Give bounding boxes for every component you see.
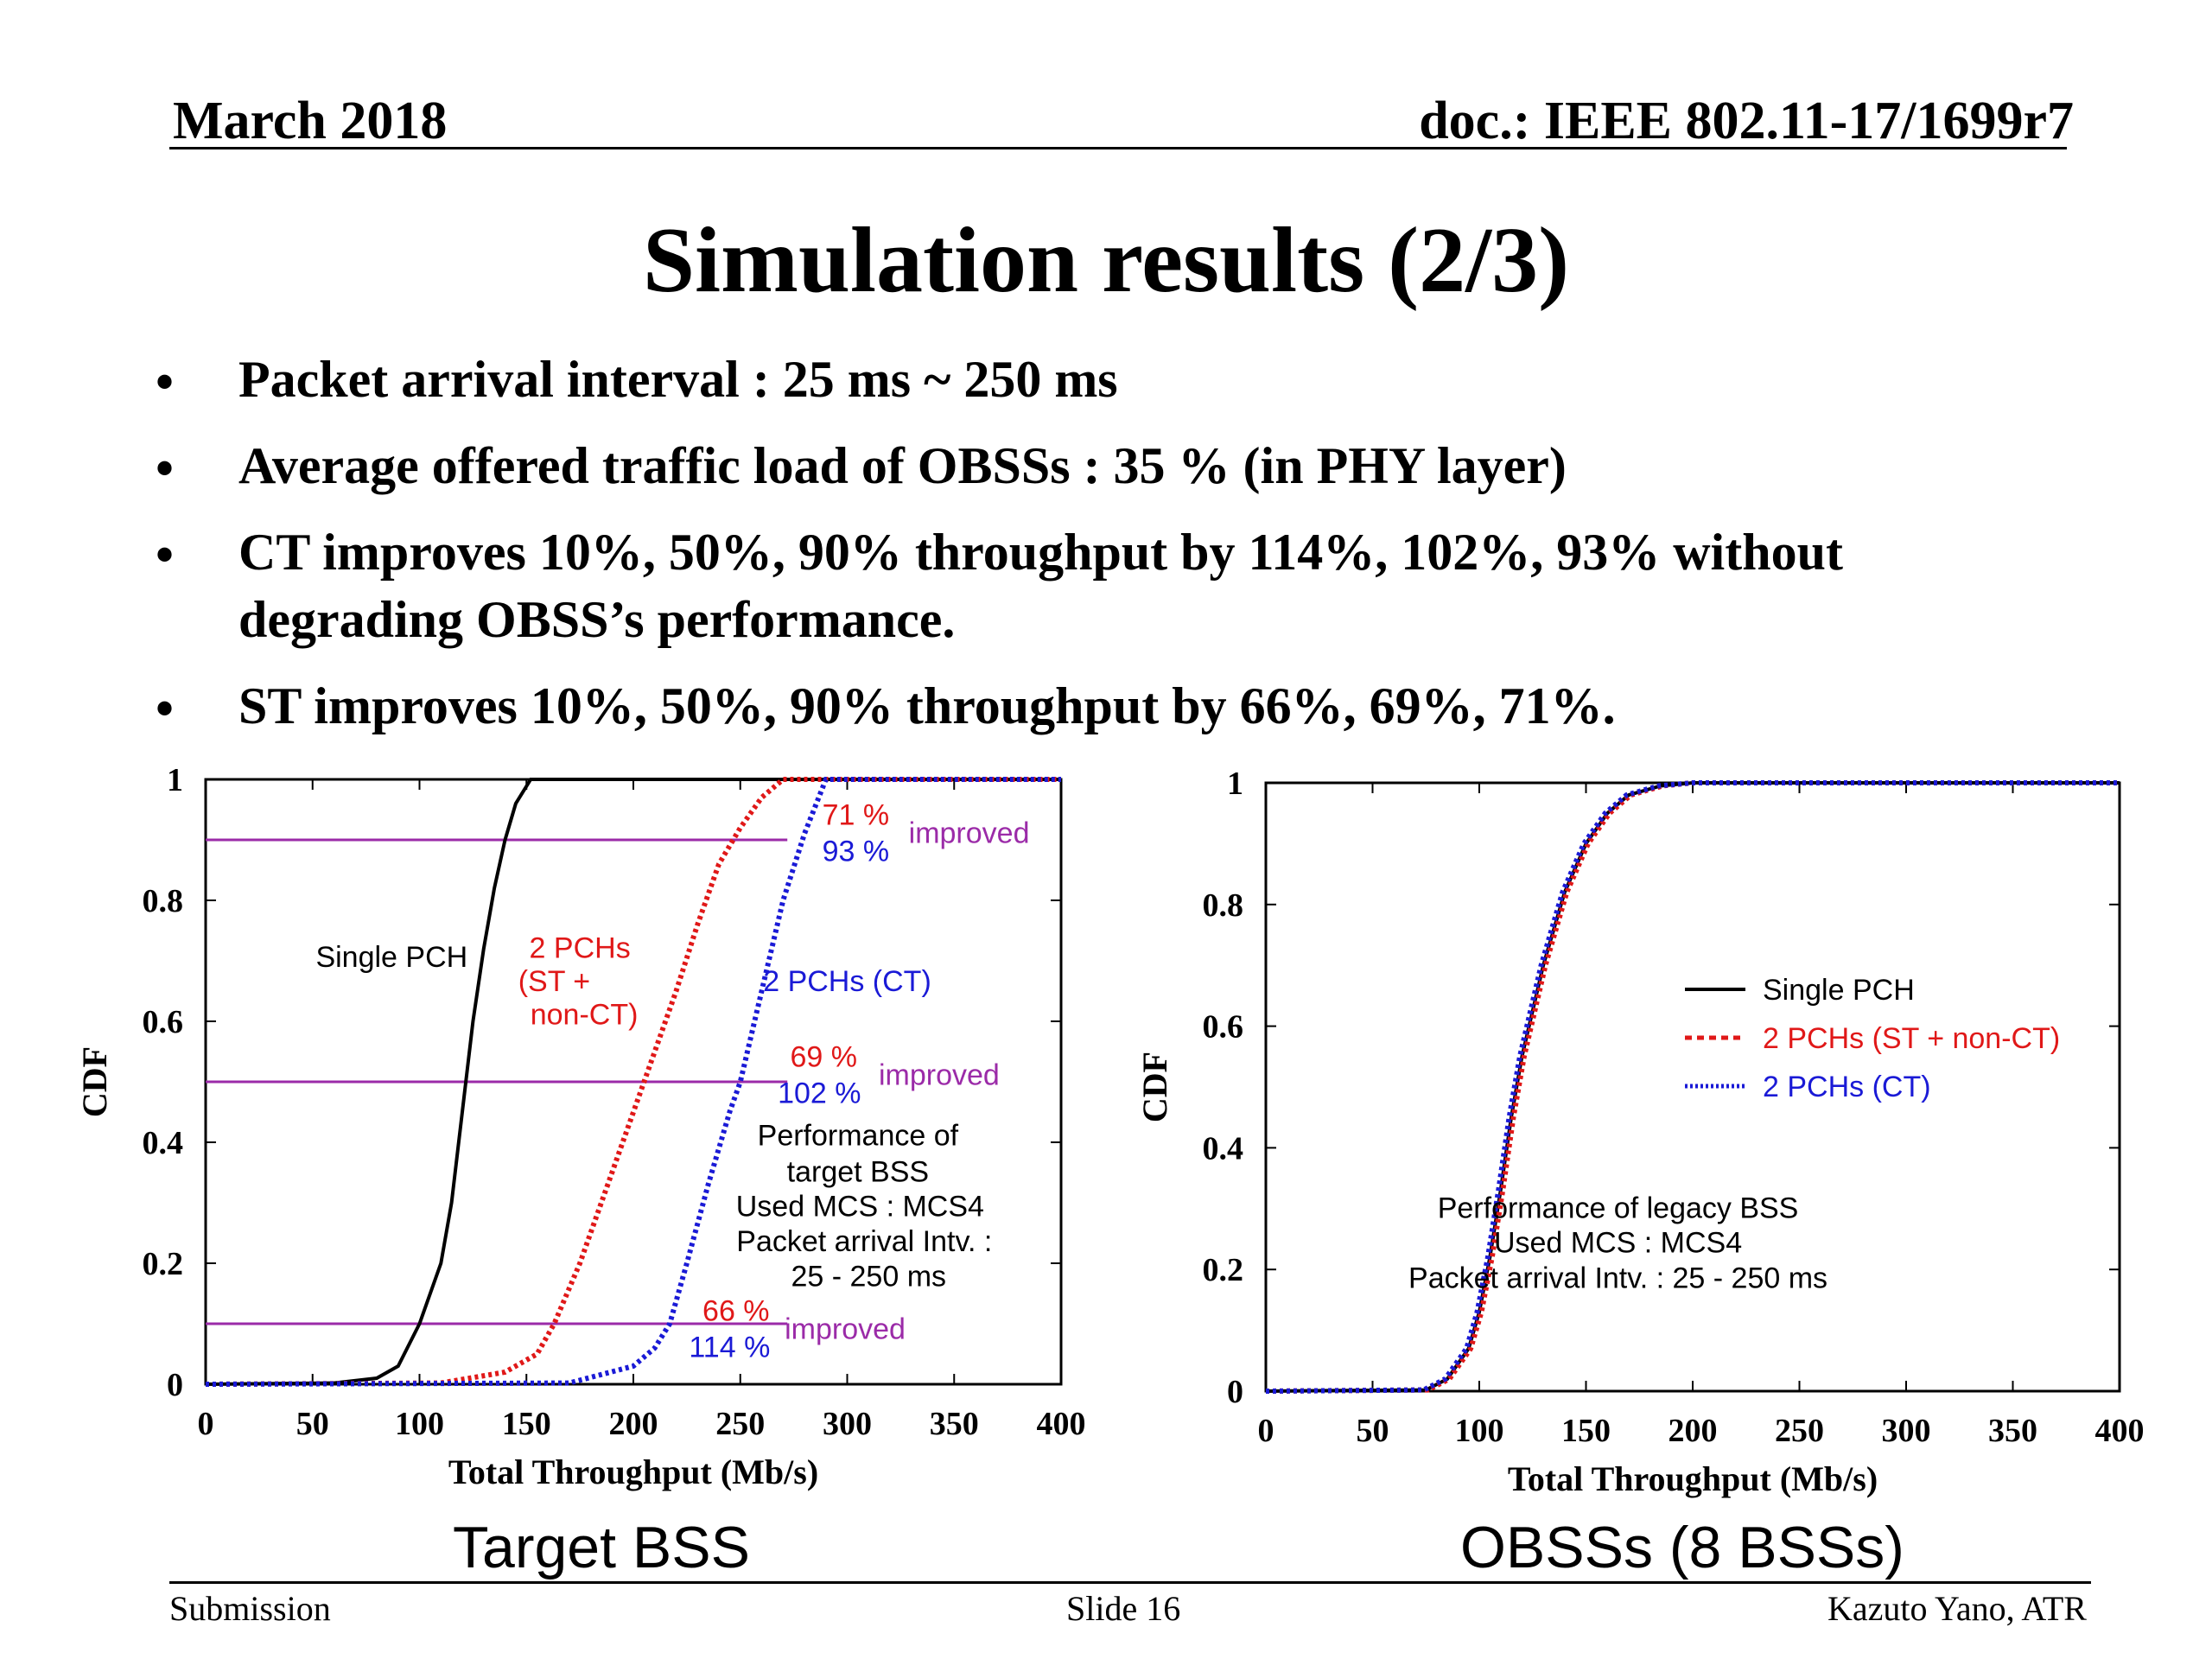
annotation-label: 71 % bbox=[823, 799, 890, 832]
x-tick-label: 300 bbox=[1882, 1413, 1931, 1449]
annotation-label: 2 PCHs (CT) bbox=[763, 965, 931, 998]
x-tick-label: 300 bbox=[823, 1406, 872, 1442]
header-doc-id: doc.: IEEE 802.11-17/1699r7 bbox=[1419, 92, 2074, 150]
legend-label: Single PCH bbox=[1763, 974, 1915, 1007]
annotation-label: improved bbox=[785, 1313, 906, 1346]
annotation-label: Packet arrival Intv. : 25 - 250 ms bbox=[1408, 1262, 1827, 1294]
annotation-label: 93 % bbox=[823, 836, 890, 868]
y-tick-label: 0.4 bbox=[143, 1125, 184, 1161]
bullet-text: ST improves 10%, 50%, 90% throughput by … bbox=[238, 677, 1616, 734]
bullet-marker: • bbox=[156, 680, 175, 737]
x-tick-label: 200 bbox=[1669, 1413, 1718, 1449]
y-tick-label: 0.2 bbox=[143, 1246, 184, 1282]
annotation-label: 69 % bbox=[791, 1041, 858, 1074]
header-date: March 2018 bbox=[173, 92, 448, 150]
y-tick-label: 0.4 bbox=[1203, 1130, 1244, 1166]
bullet-text: Average offered traffic load of OBSSs : … bbox=[238, 437, 1567, 494]
legend-label: 2 PCHs (ST + non-CT) bbox=[1763, 1022, 2060, 1055]
series-line-single bbox=[205, 778, 1061, 1386]
y-tick-label: 0.6 bbox=[1203, 1009, 1244, 1046]
x-tick-label: 150 bbox=[502, 1406, 551, 1442]
x-tick-label: 100 bbox=[395, 1406, 444, 1442]
y-tick-label: 1 bbox=[1227, 766, 1243, 802]
annotation-label: Packet arrival Intv. : bbox=[736, 1225, 992, 1258]
y-tick-label: 0 bbox=[1227, 1374, 1243, 1410]
annotation-label: target BSS bbox=[787, 1156, 929, 1189]
x-tick-label: 250 bbox=[1775, 1413, 1824, 1449]
x-axis-title: Total Throughput (Mb/s) bbox=[448, 1452, 818, 1491]
annotation-label: improved bbox=[879, 1059, 1000, 1092]
annotation-label: 114 % bbox=[689, 1332, 770, 1364]
annotation-label: Performance of bbox=[758, 1120, 959, 1153]
x-tick-label: 250 bbox=[715, 1406, 765, 1442]
annotation-label: Single PCH bbox=[315, 941, 467, 974]
right-chart-caption: OBSSs (8 BSSs) bbox=[1460, 1515, 1904, 1580]
bullet-text: Packet arrival interval : 25 ms ~ 250 ms bbox=[238, 351, 1118, 408]
footer-rule bbox=[169, 1581, 2091, 1584]
y-tick-label: 0.6 bbox=[143, 1004, 184, 1040]
annotation-label: 66 % bbox=[702, 1295, 770, 1328]
x-tick-label: 0 bbox=[1258, 1413, 1274, 1449]
footer-submission: Submission bbox=[169, 1589, 331, 1628]
footer-slide-number: Slide 16 bbox=[1066, 1589, 1181, 1628]
y-axis-title: CDF bbox=[75, 1046, 114, 1117]
x-tick-label: 50 bbox=[296, 1406, 329, 1442]
x-tick-label: 350 bbox=[930, 1406, 979, 1442]
annotation-label: improved bbox=[909, 817, 1030, 850]
y-tick-label: 0 bbox=[167, 1367, 183, 1403]
series-line-ct bbox=[205, 777, 1061, 1387]
bullet-marker: • bbox=[156, 440, 175, 497]
y-tick-label: 1 bbox=[167, 762, 183, 798]
footer-author: Kazuto Yano, ATR bbox=[1827, 1589, 2087, 1628]
y-tick-label: 0.8 bbox=[143, 883, 184, 919]
x-tick-label: 200 bbox=[609, 1406, 658, 1442]
y-tick-label: 0.2 bbox=[1203, 1252, 1244, 1288]
bullet-text: CT improves 10%, 50%, 90% throughput by … bbox=[238, 524, 1843, 581]
x-tick-label: 100 bbox=[1455, 1413, 1504, 1449]
slide-title: Simulation results (2/3) bbox=[642, 209, 1570, 312]
x-tick-label: 350 bbox=[1988, 1413, 2037, 1449]
series-line-st bbox=[205, 777, 1061, 1387]
annotation-label: (ST + bbox=[518, 965, 590, 998]
annotation-label: 2 PCHs bbox=[530, 932, 631, 965]
annotation-label: non-CT) bbox=[531, 999, 639, 1032]
x-tick-label: 150 bbox=[1561, 1413, 1611, 1449]
bullet-marker: • bbox=[156, 353, 175, 410]
left-chart-caption: Target BSS bbox=[453, 1515, 750, 1580]
header-rule bbox=[169, 147, 2067, 149]
y-tick-label: 0.8 bbox=[1203, 887, 1244, 924]
bullet-marker: • bbox=[156, 526, 175, 583]
x-tick-label: 400 bbox=[2095, 1413, 2145, 1449]
legend-label: 2 PCHs (CT) bbox=[1763, 1071, 1931, 1103]
annotation-label: Used MCS : MCS4 bbox=[1494, 1226, 1742, 1259]
x-axis-title: Total Throughput (Mb/s) bbox=[1508, 1459, 1878, 1498]
y-axis-title: CDF bbox=[1135, 1052, 1174, 1122]
annotation-label: 102 % bbox=[778, 1077, 861, 1110]
x-tick-label: 50 bbox=[1357, 1413, 1389, 1449]
annotation-label: Used MCS : MCS4 bbox=[736, 1190, 984, 1223]
x-tick-label: 0 bbox=[198, 1406, 214, 1442]
bullet-text-continuation: degrading OBSS’s performance. bbox=[238, 591, 956, 648]
series-line-st bbox=[1265, 780, 2120, 1394]
annotation-label: Performance of legacy BSS bbox=[1438, 1192, 1799, 1224]
annotation-label: 25 - 250 ms bbox=[791, 1261, 946, 1294]
x-tick-label: 400 bbox=[1037, 1406, 1086, 1442]
